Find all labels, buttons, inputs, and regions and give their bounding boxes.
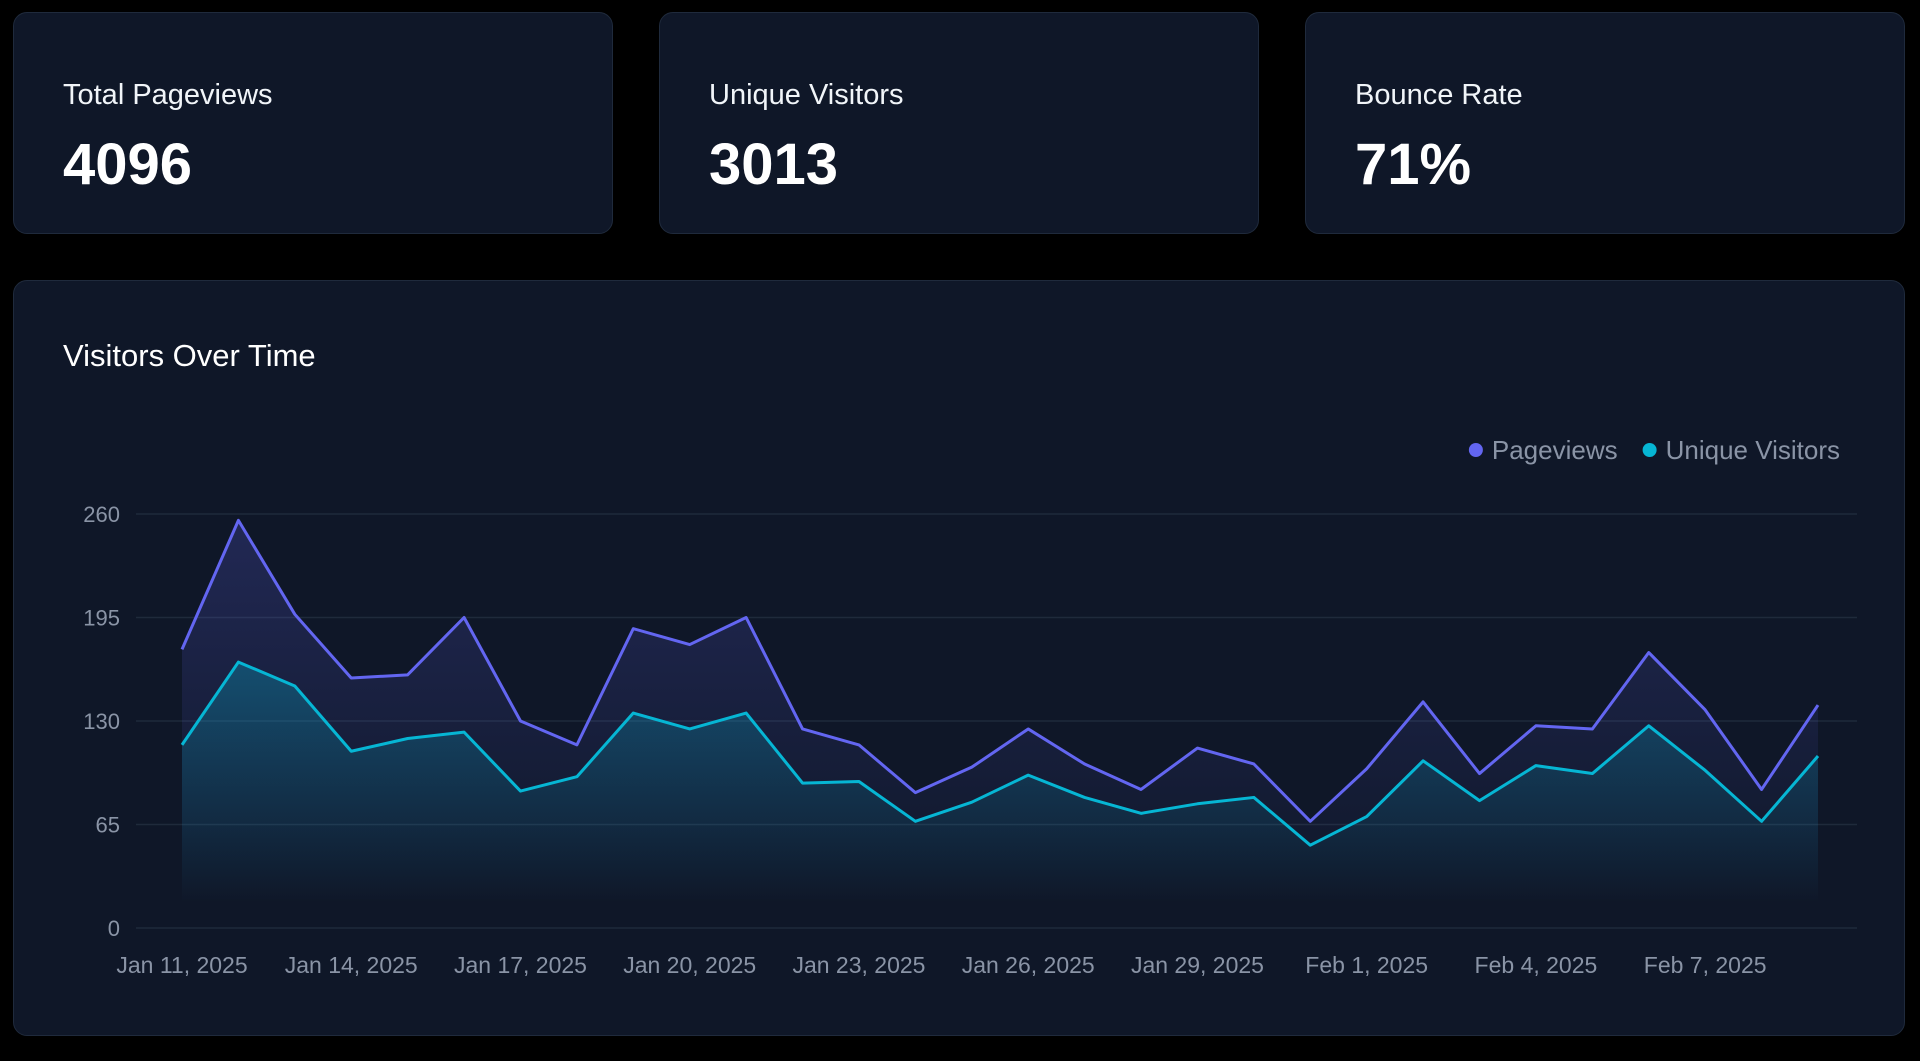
data-point[interactable] <box>1474 795 1486 807</box>
data-point[interactable] <box>571 771 583 783</box>
data-point[interactable] <box>345 745 357 757</box>
stat-label: Total Pageviews <box>63 79 273 111</box>
data-point[interactable] <box>853 739 865 751</box>
stat-card-bounce-rate: Bounce Rate 71% <box>1305 12 1905 234</box>
visitors-chart: 0 65 130 195 260 Jan 11, 2025 Jan 14, 2025 Jan … <box>83 435 1857 978</box>
data-point[interactable] <box>1191 798 1203 810</box>
legend-label: Pageviews <box>1492 435 1618 465</box>
chart-card: Visitors Over Time 0 65 130 195 260 Jan 11, 2… <box>13 280 1905 1036</box>
data-point[interactable] <box>1756 783 1768 795</box>
data-point[interactable] <box>1079 791 1091 803</box>
y-tick-label: 65 <box>96 813 120 838</box>
stat-card-unique-visitors: Unique Visitors 3013 <box>659 12 1259 234</box>
data-point[interactable] <box>1248 758 1260 770</box>
data-point[interactable] <box>458 726 470 738</box>
stat-label: Bounce Rate <box>1355 79 1523 111</box>
x-tick-label: Jan 23, 2025 <box>792 952 925 978</box>
data-point[interactable] <box>1812 750 1824 762</box>
data-point[interactable] <box>1079 758 1091 770</box>
data-point[interactable] <box>797 723 809 735</box>
data-point[interactable] <box>1699 704 1711 716</box>
data-point[interactable] <box>1586 723 1598 735</box>
series-line-pageviews <box>180 518 1820 823</box>
data-point[interactable] <box>627 623 639 635</box>
data-point[interactable] <box>1304 839 1316 851</box>
y-tick-label: 260 <box>83 502 120 527</box>
data-point[interactable] <box>1304 815 1316 827</box>
x-tick-label: Feb 1, 2025 <box>1305 952 1428 978</box>
data-point[interactable] <box>1699 764 1711 776</box>
data-point[interactable] <box>684 639 696 651</box>
data-point[interactable] <box>1022 769 1034 781</box>
x-tick-label: Jan 14, 2025 <box>285 952 418 978</box>
data-point[interactable] <box>853 776 865 788</box>
data-point[interactable] <box>514 715 526 727</box>
stat-value: 71% <box>1355 132 1472 197</box>
data-point[interactable] <box>1361 763 1373 775</box>
data-point[interactable] <box>909 787 921 799</box>
data-point[interactable] <box>740 612 752 624</box>
data-point[interactable] <box>176 739 188 751</box>
data-point[interactable] <box>1530 720 1542 732</box>
data-point[interactable] <box>1530 760 1542 772</box>
chart-title: Visitors Over Time <box>63 338 316 373</box>
y-tick-label: 130 <box>83 709 120 734</box>
data-point[interactable] <box>1022 723 1034 735</box>
data-point[interactable] <box>1191 742 1203 754</box>
data-point[interactable] <box>966 761 978 773</box>
data-point[interactable] <box>1586 768 1598 780</box>
x-tick-label: Jan 17, 2025 <box>454 952 587 978</box>
data-point[interactable] <box>909 815 921 827</box>
data-point[interactable] <box>402 669 414 681</box>
legend-dot-icon <box>1468 443 1483 457</box>
legend-label: Unique Visitors <box>1666 435 1840 465</box>
legend-dot-icon <box>1642 443 1657 457</box>
data-point[interactable] <box>1643 720 1655 732</box>
stat-card-total-pageviews: Total Pageviews 4096 <box>13 12 613 234</box>
data-point[interactable] <box>1474 768 1486 780</box>
data-point[interactable] <box>1417 755 1429 767</box>
series-area <box>182 662 1818 903</box>
data-point[interactable] <box>571 739 583 751</box>
data-point[interactable] <box>402 733 414 745</box>
data-point[interactable] <box>966 796 978 808</box>
x-tick-label: Jan 20, 2025 <box>623 952 756 978</box>
stat-value: 4096 <box>63 132 193 197</box>
x-tick-label: Jan 26, 2025 <box>962 952 1095 978</box>
data-point[interactable] <box>232 514 244 526</box>
x-tick-label: Feb 4, 2025 <box>1475 952 1598 978</box>
data-point[interactable] <box>1135 783 1147 795</box>
stat-value: 3013 <box>709 132 839 197</box>
data-point[interactable] <box>176 643 188 655</box>
data-point[interactable] <box>1135 807 1147 819</box>
data-point[interactable] <box>1812 699 1824 711</box>
data-point[interactable] <box>345 672 357 684</box>
series-line-unique-visitors <box>180 660 1820 847</box>
data-point[interactable] <box>797 777 809 789</box>
data-point[interactable] <box>514 785 526 797</box>
data-point[interactable] <box>1248 791 1260 803</box>
data-point[interactable] <box>1417 696 1429 708</box>
data-point[interactable] <box>289 608 301 620</box>
data-point[interactable] <box>1756 815 1768 827</box>
data-point[interactable] <box>627 707 639 719</box>
data-point[interactable] <box>684 723 696 735</box>
data-point[interactable] <box>458 612 470 624</box>
x-tick-label: Feb 7, 2025 <box>1644 952 1767 978</box>
data-point[interactable] <box>1361 811 1373 823</box>
y-tick-label: 195 <box>83 606 120 631</box>
stat-label: Unique Visitors <box>709 79 904 111</box>
x-tick-label: Jan 29, 2025 <box>1131 952 1264 978</box>
data-point[interactable] <box>289 680 301 692</box>
data-point[interactable] <box>232 656 244 668</box>
data-point[interactable] <box>1643 647 1655 659</box>
y-tick-label: 0 <box>108 916 120 941</box>
data-point[interactable] <box>740 707 752 719</box>
x-tick-label: Jan 11, 2025 <box>116 952 247 978</box>
